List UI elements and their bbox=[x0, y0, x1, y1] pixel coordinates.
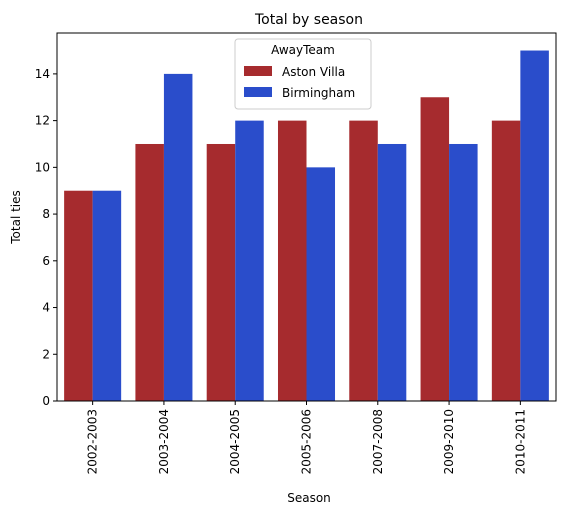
x-axis: 2002-2003 2003-2004 2004-2005 2005-2006 2007… bbox=[86, 401, 527, 474]
bar-birmingham-2007-2008 bbox=[377, 143, 407, 401]
bar-aston-villa-2003-2004 bbox=[135, 143, 164, 401]
legend-label: Birmingham bbox=[282, 86, 355, 100]
bar-birmingham-2005-2006 bbox=[306, 167, 336, 401]
y-tick-label: 4 bbox=[42, 301, 50, 315]
y-tick-label: 0 bbox=[42, 394, 50, 408]
bar-aston-villa-2007-2008 bbox=[349, 120, 378, 401]
x-tick-label: 2004-2005 bbox=[228, 409, 242, 474]
bar-birmingham-2004-2005 bbox=[235, 120, 264, 401]
bar-birmingham-2010-2011 bbox=[520, 50, 549, 402]
x-tick-label: 2002-2003 bbox=[86, 409, 100, 474]
legend-swatch bbox=[244, 66, 272, 76]
y-tick-label: 10 bbox=[35, 160, 50, 174]
y-tick-label: 12 bbox=[35, 114, 50, 128]
legend: AwayTeam Aston Villa Birmingham bbox=[234, 38, 372, 110]
y-tick-label: 14 bbox=[35, 67, 50, 81]
plot-area bbox=[56, 32, 557, 402]
bar-aston-villa-2004-2005 bbox=[206, 143, 236, 401]
y-axis: 0 2 4 6 8 10 12 14 bbox=[35, 67, 57, 408]
x-tick-label: 2003-2004 bbox=[157, 409, 171, 474]
bar-aston-villa-2009-2010 bbox=[420, 97, 450, 401]
bar-aston-villa-2005-2006 bbox=[277, 120, 307, 401]
y-tick-label: 6 bbox=[42, 254, 50, 268]
x-tick-label: 2007-2008 bbox=[371, 409, 385, 474]
bar-birmingham-2002-2003 bbox=[92, 190, 122, 401]
x-axis-label: Season bbox=[287, 491, 331, 505]
x-tick-label: 2009-2010 bbox=[442, 409, 456, 474]
y-tick-label: 2 bbox=[42, 347, 50, 361]
bar-aston-villa-2010-2011 bbox=[491, 120, 521, 401]
x-tick-label: 2005-2006 bbox=[300, 409, 314, 474]
legend-title: AwayTeam bbox=[271, 43, 335, 57]
bar-birmingham-2003-2004 bbox=[163, 73, 193, 401]
bar-aston-villa-2002-2003 bbox=[64, 190, 93, 401]
y-tick-label: 8 bbox=[42, 207, 50, 221]
legend-swatch bbox=[244, 87, 272, 97]
legend-label: Aston Villa bbox=[282, 65, 345, 79]
bar-birmingham-2009-2010 bbox=[449, 143, 478, 401]
y-axis-label: Total ties bbox=[9, 190, 23, 245]
x-tick-label: 2010-2011 bbox=[513, 409, 527, 474]
chart-title: Total by season bbox=[254, 12, 363, 28]
